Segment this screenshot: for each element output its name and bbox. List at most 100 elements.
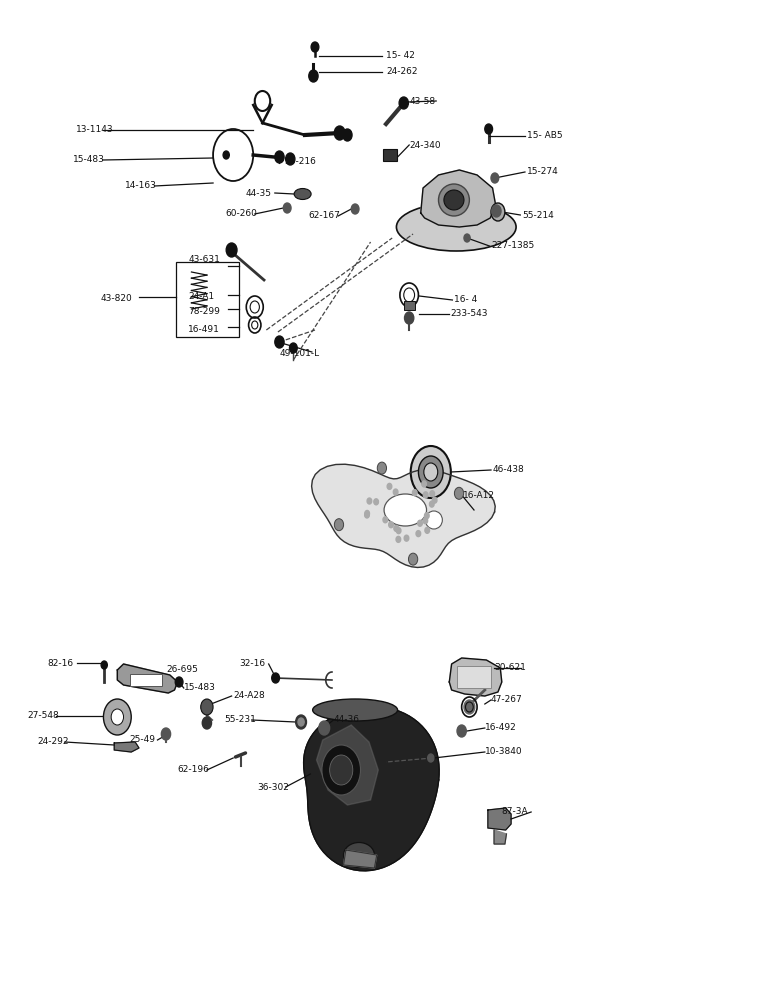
Circle shape [334, 126, 345, 140]
Text: 13-1143: 13-1143 [76, 125, 113, 134]
Circle shape [396, 536, 401, 542]
Text: 25-49: 25-49 [129, 736, 155, 744]
Circle shape [387, 483, 391, 489]
Circle shape [428, 754, 434, 762]
Circle shape [364, 512, 369, 518]
Circle shape [405, 535, 409, 541]
Circle shape [223, 151, 229, 159]
Polygon shape [494, 830, 506, 844]
Text: 16-492: 16-492 [485, 724, 516, 732]
Text: 87-3A: 87-3A [502, 808, 528, 816]
Text: 36-302: 36-302 [257, 782, 289, 792]
Circle shape [226, 243, 237, 257]
Polygon shape [312, 464, 495, 567]
Circle shape [425, 527, 429, 533]
Polygon shape [421, 170, 496, 227]
Text: 15- AB5: 15- AB5 [527, 131, 562, 140]
Text: 43-58: 43-58 [409, 98, 435, 106]
Circle shape [351, 204, 359, 214]
Text: 62-167: 62-167 [309, 212, 340, 221]
Circle shape [296, 715, 306, 729]
Circle shape [411, 446, 451, 498]
Circle shape [330, 755, 353, 785]
Text: 16- 4: 16- 4 [454, 296, 477, 304]
Circle shape [399, 97, 408, 109]
Circle shape [311, 42, 319, 52]
Text: 46-438: 46-438 [493, 466, 524, 475]
Text: 24-A1: 24-A1 [188, 292, 215, 301]
Circle shape [275, 336, 284, 348]
Circle shape [418, 520, 422, 526]
Text: 32-16: 32-16 [239, 660, 266, 668]
Circle shape [103, 699, 131, 735]
Text: 24-262: 24-262 [386, 68, 418, 77]
Polygon shape [488, 808, 511, 830]
Text: 55-214: 55-214 [522, 211, 554, 220]
Circle shape [161, 728, 171, 740]
Circle shape [464, 700, 475, 714]
Circle shape [394, 525, 398, 531]
Ellipse shape [313, 699, 398, 721]
Circle shape [408, 553, 418, 565]
Circle shape [388, 522, 393, 528]
Circle shape [378, 462, 387, 474]
Circle shape [101, 661, 107, 669]
Circle shape [319, 721, 330, 735]
Circle shape [202, 717, 212, 729]
Circle shape [111, 709, 124, 725]
Bar [130, 674, 162, 686]
Circle shape [175, 677, 183, 687]
Circle shape [416, 531, 421, 537]
Text: 55-216: 55-216 [284, 157, 316, 166]
Text: 43-820: 43-820 [100, 294, 132, 303]
Text: 43-631: 43-631 [188, 255, 220, 264]
Text: 15-274: 15-274 [527, 167, 558, 176]
Ellipse shape [425, 511, 442, 529]
Circle shape [432, 497, 437, 503]
Bar [404, 301, 415, 310]
Text: 24-292: 24-292 [37, 738, 69, 746]
Circle shape [457, 725, 466, 737]
Circle shape [492, 205, 501, 217]
Ellipse shape [384, 494, 426, 526]
Text: 27-548: 27-548 [27, 712, 59, 720]
Text: 44-36: 44-36 [334, 716, 360, 724]
Circle shape [309, 70, 318, 82]
Circle shape [491, 173, 499, 183]
Circle shape [213, 129, 253, 181]
Circle shape [412, 490, 417, 496]
Ellipse shape [397, 203, 516, 251]
Circle shape [365, 510, 370, 516]
Text: 15- 42: 15- 42 [386, 51, 415, 60]
Text: 82-16: 82-16 [48, 658, 74, 668]
Text: 14-163: 14-163 [125, 182, 157, 190]
Text: 60-260: 60-260 [225, 210, 257, 219]
Text: 55-231: 55-231 [224, 716, 256, 724]
Polygon shape [317, 725, 378, 805]
Circle shape [275, 151, 284, 163]
Circle shape [201, 699, 213, 715]
Text: 233-543: 233-543 [451, 310, 489, 318]
Text: 227-1385: 227-1385 [491, 241, 534, 250]
Circle shape [425, 513, 429, 519]
Circle shape [423, 518, 428, 524]
Circle shape [374, 499, 378, 505]
Circle shape [422, 481, 426, 487]
Circle shape [286, 153, 295, 165]
Text: 24-340: 24-340 [409, 140, 441, 149]
Polygon shape [344, 850, 377, 868]
Circle shape [290, 343, 297, 353]
Circle shape [424, 463, 438, 481]
Circle shape [322, 745, 361, 795]
Circle shape [383, 517, 388, 523]
Text: 62-196: 62-196 [178, 766, 209, 774]
Text: 15-483: 15-483 [73, 155, 105, 164]
Text: 16-491: 16-491 [188, 324, 220, 334]
Polygon shape [449, 658, 502, 696]
Text: 16-A12: 16-A12 [463, 490, 495, 499]
Circle shape [455, 487, 464, 499]
Ellipse shape [294, 188, 311, 200]
Bar [457, 666, 491, 688]
Circle shape [367, 498, 372, 504]
Polygon shape [303, 707, 439, 871]
